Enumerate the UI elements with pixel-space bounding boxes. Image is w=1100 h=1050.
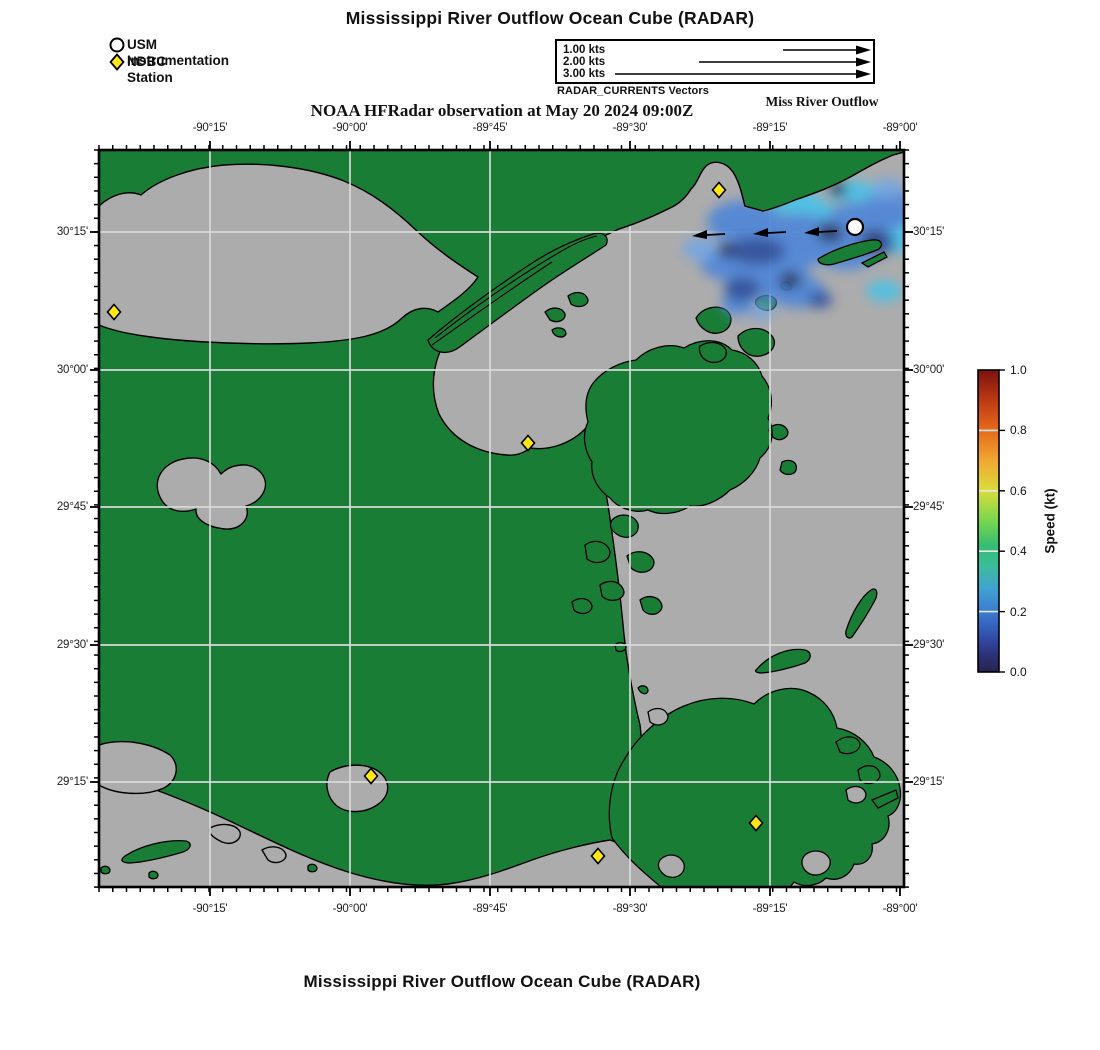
x-tick-label-top: -89°45' bbox=[472, 122, 508, 134]
ndbc-station-marker bbox=[106, 303, 122, 321]
ndbc-station-marker bbox=[711, 181, 727, 199]
usm-instrument-marker bbox=[845, 217, 865, 237]
marsh-islands bbox=[100, 232, 902, 887]
legend-usm-label: USM Instrumentation bbox=[127, 37, 230, 68]
coastal-bays bbox=[99, 740, 389, 864]
scale-1kt-label: 1.00 kts bbox=[563, 44, 606, 56]
lake-maurepas bbox=[156, 457, 267, 530]
y-tick-label-right: 29°45' bbox=[913, 501, 945, 513]
vector-scale-box: 1.00 kts 2.00 kts 3.00 kts bbox=[555, 39, 875, 84]
y-tick-label-left: 30°00' bbox=[56, 364, 88, 376]
region-label: Miss River Outflow bbox=[765, 94, 879, 109]
page-title: Mississippi River Outflow Ocean Cube (RA… bbox=[345, 8, 755, 28]
current-vector-arrow bbox=[804, 227, 838, 236]
ndbc-station-marker bbox=[590, 847, 606, 865]
current-vector-arrow bbox=[753, 228, 787, 237]
y-tick-label-left: 29°15' bbox=[56, 776, 88, 788]
current-vector-arrow bbox=[692, 230, 726, 239]
ndbc-station-marker bbox=[363, 767, 379, 785]
marsh-channels bbox=[431, 235, 598, 346]
scale-arrows-icon bbox=[615, 45, 871, 79]
x-tick-label-bottom: -89°30' bbox=[612, 903, 648, 915]
x-tick-label-top: -89°30' bbox=[612, 122, 648, 134]
lat-lon-gridlines bbox=[99, 150, 904, 887]
ndbc-station-marker bbox=[520, 434, 536, 452]
pearl-marsh-strip bbox=[427, 232, 608, 354]
y-tick-label-right: 30°00' bbox=[913, 364, 945, 376]
x-tick-label-bottom: -89°45' bbox=[472, 903, 508, 915]
colorbar-tick-label: 0.0 bbox=[1010, 665, 1027, 679]
x-tick-label-top: -89°15' bbox=[752, 122, 788, 134]
colorbar-gradient bbox=[977, 369, 1000, 673]
x-tick-label-top: -90°00' bbox=[332, 122, 368, 134]
x-tick-label-bottom: -90°15' bbox=[192, 903, 228, 915]
cat-island bbox=[817, 239, 888, 268]
scale-2kt-label: 2.00 kts bbox=[563, 56, 606, 68]
x-tick-label-bottom: -90°00' bbox=[332, 903, 368, 915]
diamond-marker-icon bbox=[109, 53, 125, 71]
colorbar-tick-label: 1.0 bbox=[1010, 363, 1027, 377]
vector-scale-caption: RADAR_CURRENTS Vectors bbox=[557, 85, 709, 97]
barrier-islands bbox=[100, 588, 878, 880]
y-tick-label-left: 29°45' bbox=[56, 501, 88, 513]
colorbar-tick-label: 0.8 bbox=[1010, 423, 1027, 438]
colorbar-tick-label: 0.2 bbox=[1010, 604, 1027, 619]
y-tick-label-right: 30°15' bbox=[913, 226, 945, 238]
north-coast-overlay bbox=[618, 150, 904, 268]
circle-marker-icon bbox=[109, 37, 125, 53]
scale-3kt-label: 3.00 kts bbox=[563, 68, 606, 80]
x-tick-label-top: -89°00' bbox=[882, 122, 918, 134]
y-tick-label-left: 30°15' bbox=[56, 226, 88, 238]
colorbar-tick-label: 0.4 bbox=[1010, 544, 1027, 559]
observation-subtitle: NOAA HFRadar observation at May 20 2024 … bbox=[310, 101, 694, 120]
colorbar-axis-label: Speed (kt) bbox=[1042, 488, 1058, 554]
ndbc-station-marker bbox=[748, 814, 764, 832]
legend-ndbc-label: NDBC Station bbox=[127, 54, 173, 85]
x-tick-label-bottom: -89°00' bbox=[882, 903, 918, 915]
axis-ticks bbox=[90, 141, 913, 896]
delta-ponds bbox=[647, 707, 867, 878]
y-tick-label-right: 29°15' bbox=[913, 776, 945, 788]
y-tick-label-right: 29°30' bbox=[913, 639, 945, 651]
mississippi-delta bbox=[608, 687, 902, 887]
colorbar-tick-label: 0.6 bbox=[1010, 483, 1027, 498]
colorbar bbox=[977, 369, 1005, 673]
x-tick-label-top: -90°15' bbox=[192, 122, 228, 134]
footer-title: Mississippi River Outflow Ocean Cube (RA… bbox=[303, 972, 701, 991]
x-tick-label-bottom: -89°15' bbox=[752, 903, 788, 915]
y-tick-label-left: 29°30' bbox=[56, 639, 88, 651]
